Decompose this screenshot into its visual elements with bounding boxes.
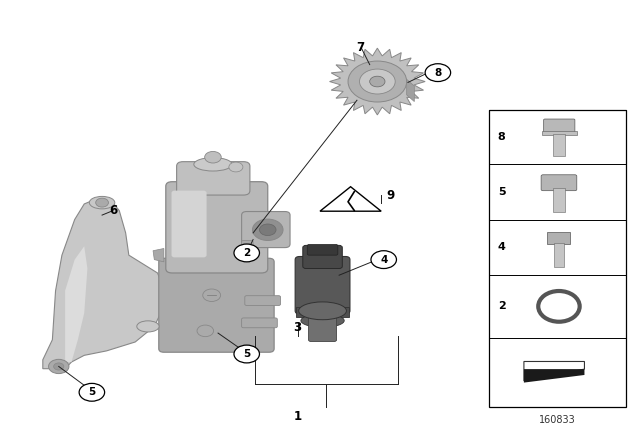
Polygon shape bbox=[524, 369, 584, 383]
Circle shape bbox=[96, 198, 108, 207]
Polygon shape bbox=[65, 246, 88, 362]
FancyBboxPatch shape bbox=[547, 233, 570, 245]
FancyBboxPatch shape bbox=[245, 296, 280, 306]
Text: 160833: 160833 bbox=[539, 415, 576, 425]
Text: 4: 4 bbox=[498, 242, 506, 252]
Circle shape bbox=[229, 162, 243, 172]
FancyBboxPatch shape bbox=[307, 245, 338, 255]
Circle shape bbox=[49, 359, 69, 374]
FancyBboxPatch shape bbox=[543, 119, 575, 134]
Text: 2: 2 bbox=[243, 248, 250, 258]
Ellipse shape bbox=[90, 196, 115, 209]
Text: 5: 5 bbox=[498, 187, 506, 197]
Ellipse shape bbox=[299, 302, 346, 320]
FancyBboxPatch shape bbox=[242, 241, 253, 257]
Circle shape bbox=[370, 76, 385, 87]
Circle shape bbox=[203, 289, 221, 302]
FancyBboxPatch shape bbox=[242, 211, 290, 248]
Text: 9: 9 bbox=[386, 189, 394, 202]
Text: 8: 8 bbox=[498, 132, 506, 142]
Text: 2: 2 bbox=[498, 302, 506, 311]
Polygon shape bbox=[153, 249, 164, 262]
FancyBboxPatch shape bbox=[541, 175, 577, 191]
Ellipse shape bbox=[137, 321, 159, 332]
Circle shape bbox=[234, 345, 259, 363]
FancyBboxPatch shape bbox=[552, 134, 565, 156]
FancyBboxPatch shape bbox=[242, 318, 277, 328]
Circle shape bbox=[360, 69, 395, 94]
Text: 8: 8 bbox=[435, 68, 442, 78]
Text: 5: 5 bbox=[88, 387, 95, 397]
Circle shape bbox=[371, 251, 396, 268]
FancyBboxPatch shape bbox=[303, 246, 342, 268]
Circle shape bbox=[259, 224, 276, 236]
FancyBboxPatch shape bbox=[554, 243, 564, 267]
Text: 4: 4 bbox=[380, 254, 387, 265]
Polygon shape bbox=[330, 48, 425, 115]
FancyBboxPatch shape bbox=[159, 258, 274, 352]
Circle shape bbox=[79, 383, 104, 401]
Text: 1: 1 bbox=[294, 410, 301, 423]
Ellipse shape bbox=[194, 158, 232, 171]
FancyBboxPatch shape bbox=[541, 131, 577, 135]
Circle shape bbox=[348, 61, 406, 102]
Ellipse shape bbox=[546, 297, 572, 316]
Circle shape bbox=[234, 244, 259, 262]
Circle shape bbox=[425, 64, 451, 82]
Text: 6: 6 bbox=[109, 204, 117, 217]
FancyBboxPatch shape bbox=[553, 188, 564, 211]
Ellipse shape bbox=[301, 314, 344, 327]
FancyBboxPatch shape bbox=[172, 190, 207, 258]
FancyBboxPatch shape bbox=[308, 314, 337, 341]
FancyBboxPatch shape bbox=[296, 307, 349, 318]
Ellipse shape bbox=[538, 291, 580, 322]
Text: 7: 7 bbox=[356, 41, 364, 54]
Text: 5: 5 bbox=[243, 349, 250, 359]
Polygon shape bbox=[43, 197, 164, 369]
Circle shape bbox=[54, 363, 64, 370]
FancyBboxPatch shape bbox=[489, 111, 626, 406]
Polygon shape bbox=[320, 187, 381, 211]
FancyBboxPatch shape bbox=[177, 162, 250, 195]
FancyBboxPatch shape bbox=[166, 182, 268, 273]
Circle shape bbox=[252, 219, 283, 241]
Circle shape bbox=[205, 151, 221, 163]
Text: 3: 3 bbox=[294, 321, 301, 334]
Circle shape bbox=[197, 325, 214, 336]
Polygon shape bbox=[406, 79, 414, 102]
FancyBboxPatch shape bbox=[295, 257, 350, 314]
Polygon shape bbox=[524, 362, 584, 381]
